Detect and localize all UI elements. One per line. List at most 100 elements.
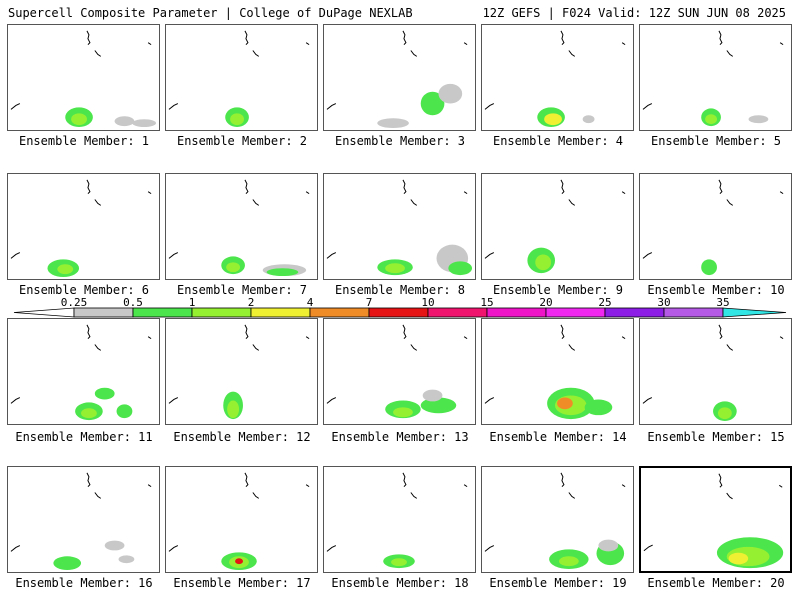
colorbar-tick-label: 7	[365, 296, 373, 309]
ensemble-panel[interactable]	[7, 466, 160, 573]
ensemble-panel[interactable]	[481, 24, 634, 131]
scp-contour	[448, 261, 473, 276]
ensemble-panel[interactable]	[481, 173, 634, 280]
scp-contour	[420, 397, 457, 414]
colorbar-tick-label: 35	[716, 296, 730, 309]
scp-contour	[94, 387, 115, 400]
coastline	[86, 324, 91, 339]
coastline	[94, 492, 102, 499]
ensemble-panel[interactable]	[323, 173, 476, 280]
coastline	[463, 336, 468, 340]
ensemble-map	[10, 472, 152, 571]
colorbar-tick-label: 0.25	[60, 296, 88, 309]
coastline	[326, 397, 337, 404]
coastline	[779, 191, 784, 195]
coastline	[86, 30, 91, 45]
ensemble-member-label: Ensemble Member: 4	[492, 134, 624, 148]
ensemble-member-label: Ensemble Member: 11	[15, 430, 153, 444]
ensemble-map	[326, 179, 473, 276]
coastline	[252, 344, 260, 351]
ensemble-map	[642, 324, 784, 422]
scp-contour	[705, 114, 717, 125]
coastline	[402, 324, 407, 339]
coastline	[10, 103, 21, 110]
coastline	[484, 103, 495, 110]
coastline	[326, 545, 337, 552]
ensemble-member-label: Ensemble Member: 10	[647, 283, 785, 297]
coastline	[252, 50, 260, 57]
scp-contour	[558, 556, 579, 567]
coastline	[484, 545, 495, 552]
coastline	[621, 191, 626, 195]
ensemble-panel[interactable]	[165, 24, 318, 131]
ensemble-panel[interactable]	[165, 173, 318, 280]
coastline	[560, 472, 565, 487]
colorbar-segment	[663, 307, 724, 318]
coastline	[410, 344, 418, 351]
ensemble-panel[interactable]	[639, 318, 792, 425]
scp-contour	[377, 118, 409, 129]
ensemble-member-label: Ensemble Member: 13	[331, 430, 469, 444]
coastline	[10, 397, 21, 404]
ensemble-panel[interactable]	[481, 466, 634, 573]
coastline	[410, 492, 418, 499]
ensemble-map	[642, 179, 784, 276]
scp-contour	[227, 400, 240, 419]
coastline	[484, 252, 495, 259]
ensemble-member-label: Ensemble Member: 8	[334, 283, 466, 297]
scp-contour	[266, 268, 299, 277]
coastline	[94, 344, 102, 351]
coastline	[305, 191, 310, 195]
colorbar-max-arrow	[722, 307, 787, 318]
coastline	[244, 179, 249, 194]
coastline	[252, 492, 260, 499]
ensemble-map	[168, 324, 310, 420]
ensemble-panel[interactable]	[323, 466, 476, 573]
coastline	[94, 199, 102, 206]
scp-contour	[544, 113, 562, 126]
coastline	[326, 252, 337, 259]
scp-contour	[598, 539, 619, 552]
coastline	[463, 191, 468, 195]
ensemble-map	[10, 179, 152, 278]
ensemble-panel[interactable]	[7, 173, 160, 280]
coastline	[718, 30, 723, 45]
scp-contour	[114, 116, 135, 127]
ensemble-panel[interactable]	[165, 466, 318, 573]
ensemble-panel[interactable]	[7, 318, 160, 425]
ensemble-member-label: Ensemble Member: 7	[176, 283, 308, 297]
coastline	[621, 484, 626, 488]
ensemble-member-label: Ensemble Member: 17	[173, 576, 311, 590]
colorbar-tick-label: 1	[188, 296, 196, 309]
scp-contour	[116, 404, 133, 419]
coastline	[305, 484, 310, 488]
coastline	[463, 42, 468, 46]
ensemble-panel[interactable]	[323, 318, 476, 425]
colorbar-tick-label: 10	[421, 296, 435, 309]
colorbar-segment	[250, 307, 311, 318]
scp-contour	[104, 540, 125, 551]
colorbar-segment	[604, 307, 665, 318]
ensemble-panel[interactable]	[323, 24, 476, 131]
colorbar-segment	[486, 307, 547, 318]
coastline	[642, 252, 653, 259]
ensemble-map	[10, 324, 152, 421]
coastline	[560, 30, 565, 45]
scp-contour	[118, 555, 135, 564]
coastline	[402, 472, 407, 487]
colorbar-tick-label: 20	[539, 296, 553, 309]
scp-contour	[393, 407, 413, 418]
coastline	[568, 492, 576, 499]
ensemble-panel[interactable]	[639, 466, 792, 573]
coastline	[568, 199, 576, 206]
ensemble-member-label: Ensemble Member: 14	[489, 430, 627, 444]
colorbar-segment	[545, 307, 606, 318]
ensemble-panel[interactable]	[481, 318, 634, 425]
ensemble-panel[interactable]	[639, 24, 792, 131]
coastline	[718, 324, 723, 339]
ensemble-member-label: Ensemble Member: 19	[489, 576, 627, 590]
ensemble-panel[interactable]	[7, 24, 160, 131]
ensemble-panel[interactable]	[639, 173, 792, 280]
colorbar-segment	[427, 307, 488, 318]
ensemble-panel[interactable]	[165, 318, 318, 425]
